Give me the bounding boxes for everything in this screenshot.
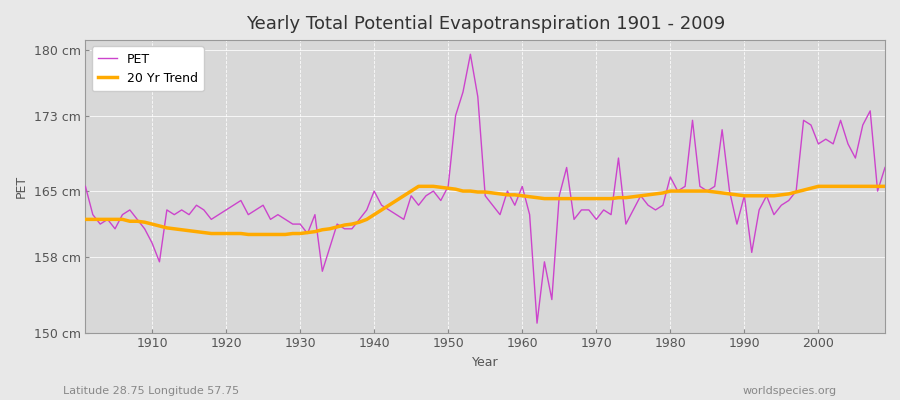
PET <box>140 226 150 231</box>
Title: Yearly Total Potential Evapotranspiration 1901 - 2009: Yearly Total Potential Evapotranspiratio… <box>246 15 724 33</box>
20 Yr Trend <box>140 220 150 224</box>
PET <box>532 321 543 326</box>
PET <box>524 212 535 217</box>
Line: PET: PET <box>86 54 885 323</box>
Legend: PET, 20 Yr Trend: PET, 20 Yr Trend <box>92 46 204 91</box>
PET <box>346 226 357 231</box>
PET <box>465 52 476 57</box>
X-axis label: Year: Year <box>472 356 499 369</box>
20 Yr Trend <box>524 194 535 199</box>
20 Yr Trend <box>879 184 890 189</box>
PET <box>302 231 313 236</box>
PET <box>879 165 890 170</box>
PET <box>620 222 631 226</box>
Line: 20 Yr Trend: 20 Yr Trend <box>86 186 885 234</box>
20 Yr Trend <box>354 220 364 224</box>
Text: worldspecies.org: worldspecies.org <box>742 386 837 396</box>
20 Yr Trend <box>532 195 543 200</box>
20 Yr Trend <box>620 195 631 200</box>
20 Yr Trend <box>413 184 424 189</box>
Y-axis label: PET: PET <box>15 175 28 198</box>
20 Yr Trend <box>243 232 254 237</box>
20 Yr Trend <box>80 217 91 222</box>
Text: Latitude 28.75 Longitude 57.75: Latitude 28.75 Longitude 57.75 <box>63 386 239 396</box>
PET <box>80 184 91 189</box>
20 Yr Trend <box>310 229 320 234</box>
PET <box>517 184 527 189</box>
